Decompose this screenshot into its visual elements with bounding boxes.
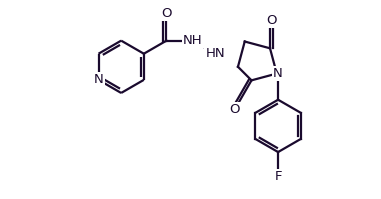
Text: O: O xyxy=(161,7,172,20)
Text: N: N xyxy=(273,67,283,80)
Text: HN: HN xyxy=(205,47,225,60)
Text: NH: NH xyxy=(183,34,202,47)
Text: O: O xyxy=(266,14,277,27)
Text: F: F xyxy=(274,170,282,183)
Text: O: O xyxy=(229,103,240,116)
Text: N: N xyxy=(94,73,103,86)
